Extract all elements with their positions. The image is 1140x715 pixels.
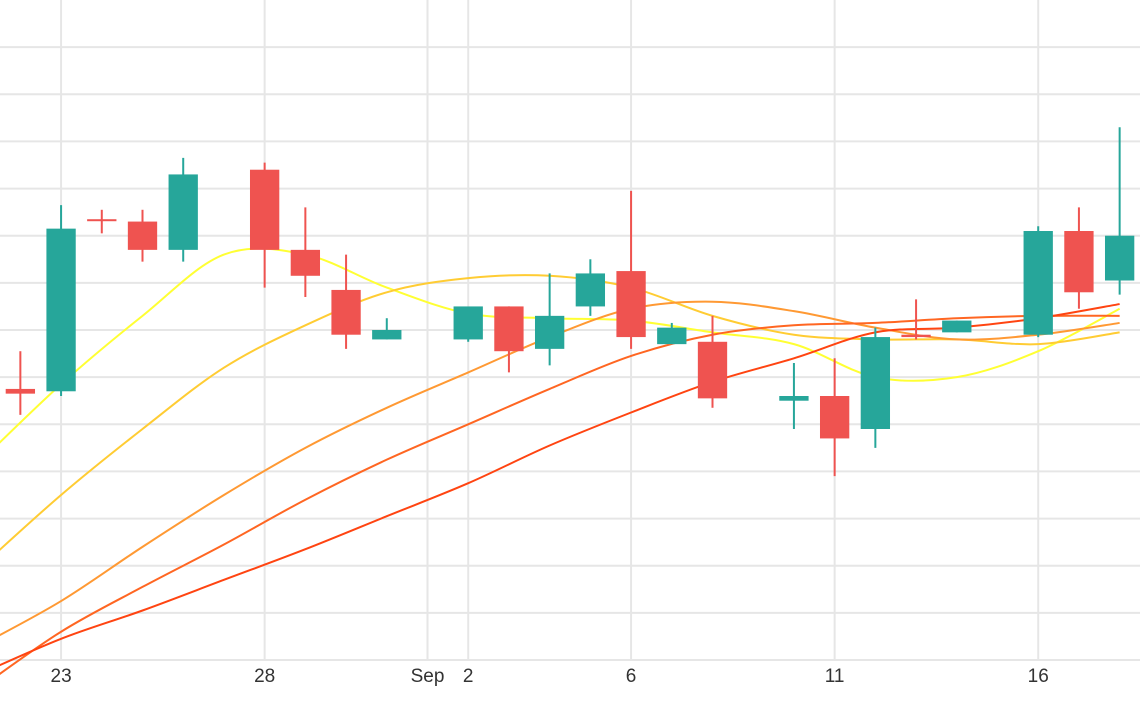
candle-body	[453, 306, 483, 340]
x-axis: 23 28 Sep 2 6 11 16	[51, 666, 1049, 687]
candle-up	[779, 363, 809, 429]
candle-up	[453, 306, 483, 342]
candle-body	[819, 396, 850, 439]
candle-up	[534, 273, 565, 366]
x-tick-label: 6	[626, 666, 637, 687]
candle-down	[249, 162, 280, 288]
candle-up	[1023, 226, 1053, 338]
candle-down	[331, 254, 361, 349]
candle-body	[494, 306, 524, 352]
candle-down	[87, 209, 117, 234]
candle-down	[901, 299, 931, 340]
candle-up	[372, 318, 402, 340]
candle-body	[249, 169, 280, 250]
candle-body	[616, 271, 646, 338]
candle-body	[534, 315, 565, 349]
ma-line-3	[0, 300, 1120, 637]
ma-line-1	[0, 247, 1121, 444]
candle-body	[901, 334, 931, 338]
candle-body	[860, 337, 891, 429]
candle-down	[819, 358, 850, 477]
candle-body	[87, 219, 117, 222]
line-layer	[0, 247, 1121, 675]
candle-body	[331, 289, 361, 335]
candle-body	[290, 249, 321, 276]
candle-body	[1064, 231, 1094, 293]
candle-up	[942, 320, 972, 333]
ma-line-4	[0, 314, 1120, 675]
candle-body	[942, 320, 972, 333]
candle-down	[494, 306, 524, 373]
x-tick-label: 28	[254, 666, 275, 687]
candle-down	[127, 209, 158, 262]
candle-down	[5, 351, 36, 415]
x-tick-label: 2	[463, 666, 474, 687]
candle-body	[5, 388, 36, 394]
candle-layer	[5, 127, 1135, 477]
candle-body	[657, 327, 687, 345]
ma-line-5	[0, 303, 1120, 667]
ma-line-2	[0, 274, 1120, 551]
candle-body	[168, 174, 198, 250]
x-tick-label: 23	[51, 666, 72, 687]
candle-body	[46, 228, 76, 392]
candle-body	[372, 330, 402, 340]
candle-down	[697, 315, 728, 408]
candle-down	[290, 207, 321, 297]
candle-up	[168, 157, 198, 262]
x-tick-label: 16	[1028, 666, 1049, 687]
candle-body	[779, 396, 809, 401]
candle-body	[1023, 231, 1053, 335]
candle-up	[860, 327, 891, 448]
candle-body	[697, 341, 728, 399]
candle-down	[616, 190, 646, 349]
candle-up	[575, 259, 606, 316]
candle-up	[46, 205, 76, 396]
candle-body	[1104, 235, 1135, 281]
candle-up	[1104, 127, 1135, 295]
x-tick-label: Sep	[411, 666, 445, 687]
x-tick-label: 11	[825, 666, 845, 687]
candle-up	[657, 322, 687, 345]
candle-body	[127, 221, 158, 250]
candle-body	[575, 273, 606, 307]
candle-down	[1064, 207, 1094, 309]
